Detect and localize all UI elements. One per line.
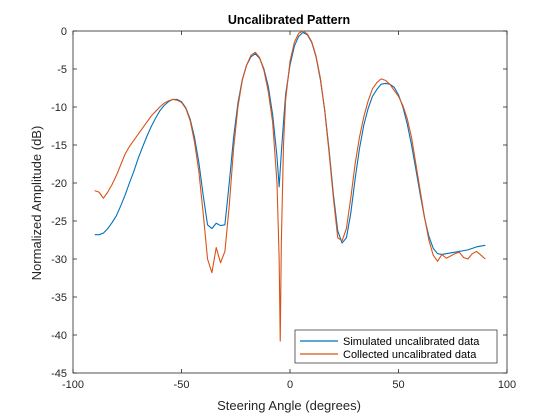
x-tick-label: 100 (498, 379, 516, 391)
y-tick-label: -45 (51, 368, 67, 380)
y-tick-label: -15 (51, 140, 67, 152)
y-tick-label: -35 (51, 292, 67, 304)
series-layer (94, 30, 486, 342)
tick-layer: -100 -50 0 50 100 0 -5 -10 -15 -20 -25 -30 -35 -40 -45 (51, 26, 516, 391)
y-tick-label: -30 (51, 254, 67, 266)
legend-label-collected: Collected uncalibrated data (343, 349, 477, 361)
plot-area: -100 -50 0 50 100 0 -5 -10 -15 -20 -25 -30 -35 -40 -45 (51, 26, 516, 391)
y-tick-label: -25 (51, 216, 67, 228)
x-tick-label: 0 (287, 379, 293, 391)
legend: Simulated uncalibrated data Collected un… (294, 329, 498, 364)
axes-box (72, 30, 508, 374)
y-tick-label: -10 (51, 102, 67, 114)
series-line-collected (94, 30, 486, 342)
x-tick-label: 50 (392, 379, 404, 391)
chart-title: Uncalibrated Pattern (228, 13, 350, 27)
x-tick-label: -50 (174, 379, 190, 391)
x-tick-label: -100 (62, 379, 84, 391)
y-tick-label: -5 (57, 64, 67, 76)
y-tick-label: -40 (51, 330, 67, 342)
legend-label-simulated: Simulated uncalibrated data (343, 336, 480, 348)
y-axis-label: Normalized Amplitude (dB) (29, 126, 44, 281)
x-axis-label: Steering Angle (degrees) (217, 398, 361, 413)
series-line-simulated (94, 31, 486, 255)
y-tick-label: 0 (61, 26, 67, 38)
y-tick-label: -20 (51, 178, 67, 190)
legend-box (294, 329, 498, 364)
